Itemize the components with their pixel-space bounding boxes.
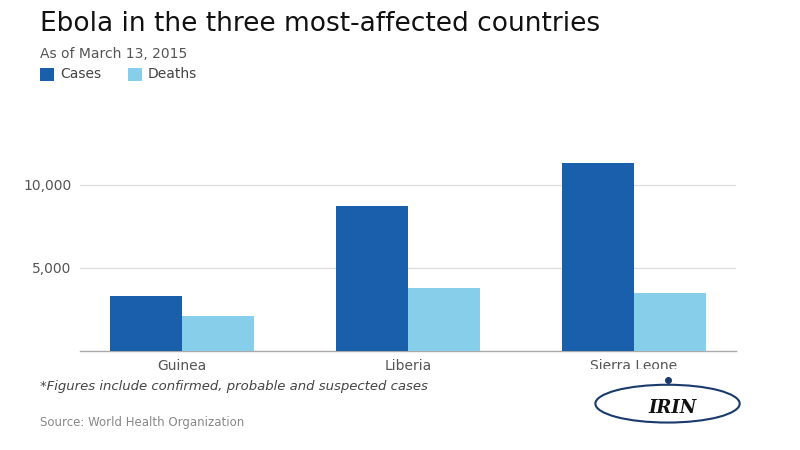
Bar [562, 163, 634, 351]
Bar [634, 293, 706, 351]
Bar [182, 316, 254, 351]
Text: As of March 13, 2015: As of March 13, 2015 [40, 47, 187, 61]
Bar [336, 207, 408, 351]
Text: IRIN: IRIN [649, 399, 697, 417]
Bar [408, 288, 480, 351]
Bar [110, 296, 182, 351]
Text: Deaths: Deaths [148, 67, 198, 81]
Text: *Figures include confirmed, probable and suspected cases: *Figures include confirmed, probable and… [40, 380, 428, 393]
Text: Source: World Health Organization: Source: World Health Organization [40, 416, 244, 429]
Text: Ebola in the three most-affected countries: Ebola in the three most-affected countri… [40, 11, 600, 37]
Text: Cases: Cases [60, 67, 101, 81]
